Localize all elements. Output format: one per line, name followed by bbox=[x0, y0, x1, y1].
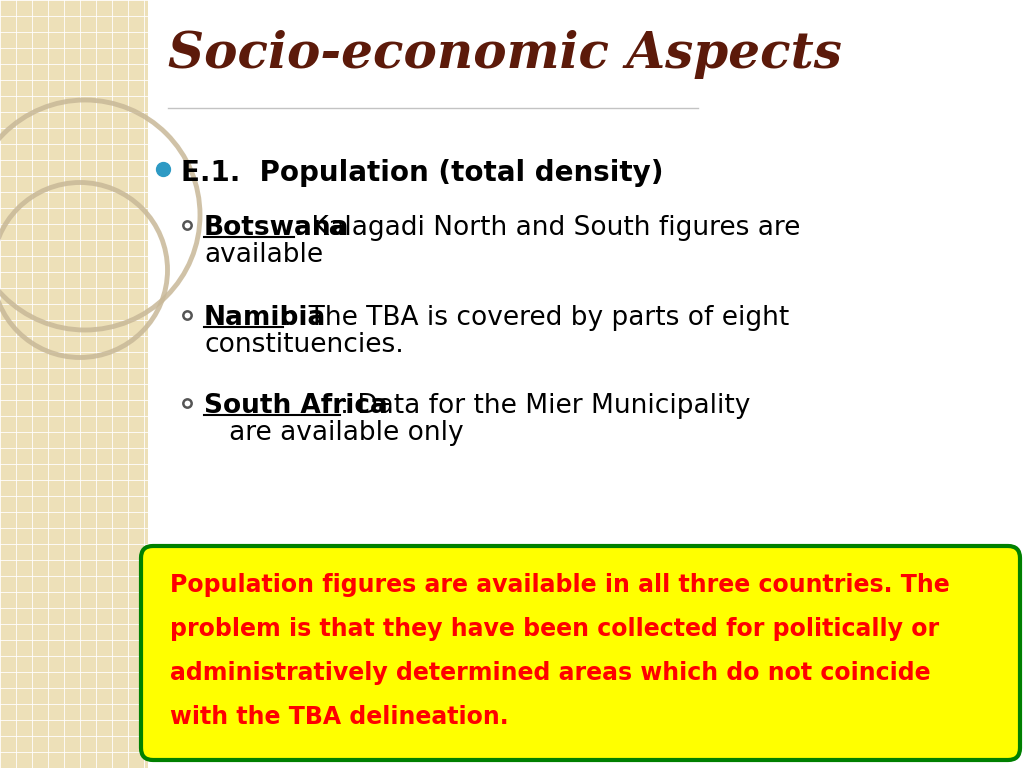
Text: administratively determined areas which do not coincide: administratively determined areas which … bbox=[170, 661, 931, 685]
FancyBboxPatch shape bbox=[141, 546, 1020, 760]
Text: :  The TBA is covered by parts of eight: : The TBA is covered by parts of eight bbox=[283, 305, 790, 331]
Text: available: available bbox=[204, 242, 324, 268]
Bar bbox=[0, 0, 148, 768]
Text: are available only: are available only bbox=[204, 420, 464, 446]
Text: Namibia: Namibia bbox=[204, 305, 327, 331]
Text: E.1.  Population (total density): E.1. Population (total density) bbox=[181, 159, 664, 187]
Text: : Data for the Mier Municipality: : Data for the Mier Municipality bbox=[340, 393, 750, 419]
Text: with the TBA delineation.: with the TBA delineation. bbox=[170, 705, 509, 729]
Text: South Africa: South Africa bbox=[204, 393, 388, 419]
Text: constituencies.: constituencies. bbox=[204, 332, 403, 358]
Text: problem is that they have been collected for politically or: problem is that they have been collected… bbox=[170, 617, 939, 641]
Bar bbox=[148, 0, 1024, 768]
Text: Botswana: Botswana bbox=[204, 215, 349, 241]
Text: Population figures are available in all three countries. The: Population figures are available in all … bbox=[170, 573, 949, 597]
Text: Socio-economic Aspects: Socio-economic Aspects bbox=[168, 30, 842, 79]
Text: : Kalagadi North and South figures are: : Kalagadi North and South figures are bbox=[295, 215, 801, 241]
